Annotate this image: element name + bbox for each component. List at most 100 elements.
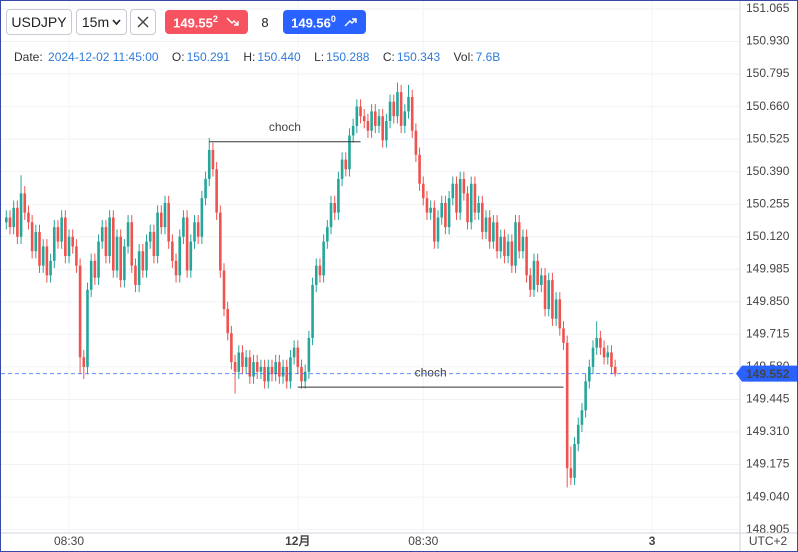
candle-body (506, 241, 510, 257)
candle-body (300, 366, 303, 382)
symbol-field[interactable]: USDJPY (6, 9, 72, 35)
x-tick-label: 12月 (285, 534, 310, 548)
y-tick-label: 149.175 (746, 457, 790, 471)
y-tick-label: 149.040 (746, 489, 790, 503)
candle-body (569, 468, 573, 478)
candle-body (558, 299, 562, 329)
candle-body (536, 260, 539, 285)
candle-body (185, 217, 189, 271)
legend-value: 7.6B (475, 50, 501, 64)
candle-body (163, 203, 167, 228)
candle-body (148, 231, 152, 242)
candle-body (385, 121, 388, 141)
candle-body (333, 203, 337, 213)
candle-body (381, 116, 384, 141)
candle-body (540, 275, 543, 285)
candle-body (34, 231, 38, 252)
candle-body (19, 193, 23, 237)
annotation-label: choch (269, 120, 301, 134)
candle-body (410, 96, 414, 131)
candle-body (528, 275, 532, 290)
candle-body (285, 366, 289, 382)
candle-body (244, 357, 248, 367)
candle-body (278, 362, 281, 377)
y-tick-label: 150.525 (746, 131, 790, 145)
buy-button[interactable]: 149.560 (283, 10, 366, 34)
candle-body (71, 236, 75, 247)
last-price-badge (736, 365, 797, 382)
sell-pip: 2 (212, 13, 218, 24)
candle-body (477, 203, 480, 213)
legend-value: 150.288 (326, 50, 370, 64)
y-tick-label: 148.905 (746, 522, 790, 536)
candle-body (407, 96, 410, 112)
candle-body (466, 193, 469, 223)
candle-body (67, 236, 71, 257)
spread: 8 (253, 10, 277, 34)
candle-body (440, 203, 444, 218)
candle-body (200, 198, 204, 237)
candle-body (510, 241, 514, 266)
candle-body (207, 149, 211, 179)
candle-body (554, 299, 558, 319)
candle-body (307, 337, 311, 372)
legend-label: O: (171, 50, 185, 64)
candle-body (436, 217, 440, 242)
candle-body (86, 289, 89, 367)
candle-body (159, 212, 163, 228)
candle-body (362, 116, 366, 122)
candle-body (595, 337, 598, 348)
candle-body (455, 183, 458, 213)
last-price-label: 149.552 (746, 367, 790, 381)
grid (1, 1, 740, 533)
close-button[interactable] (130, 9, 156, 35)
candle-body (348, 135, 351, 170)
candle-body (75, 246, 78, 266)
candle-body (351, 125, 355, 136)
candle-body (370, 111, 373, 131)
candle-body (263, 366, 266, 382)
candle-body (329, 203, 333, 228)
candle-body (521, 236, 525, 252)
legend-label: L: (314, 50, 325, 64)
candle-body (115, 236, 119, 271)
x-tick-label: 3 (649, 534, 656, 548)
candle-body (100, 227, 104, 242)
candle-body (444, 203, 447, 228)
candle-body (130, 222, 134, 266)
y-tick-label: 150.795 (746, 66, 790, 80)
candle-body (499, 236, 503, 252)
candle-body (525, 236, 528, 276)
candle-body (41, 246, 45, 266)
candle-body (289, 357, 292, 382)
sell-button[interactable]: 149.552 (165, 10, 248, 34)
legend-label: Vol: (453, 50, 474, 64)
legend-value: 150.291 (186, 50, 230, 64)
candle-body (606, 352, 610, 358)
candle-body (473, 183, 477, 213)
candle-body (337, 178, 340, 213)
candle-body (219, 212, 222, 271)
legend-value: 150.440 (257, 50, 301, 64)
candle-body (134, 265, 137, 285)
candle-body (322, 241, 325, 276)
candle-body (303, 371, 307, 382)
candle-body (481, 203, 484, 232)
candle-body (215, 169, 218, 213)
interval-select[interactable]: 15m (76, 9, 127, 35)
candle-body (23, 193, 27, 213)
candle-body (30, 222, 34, 252)
interval: 15m (81, 14, 110, 30)
candle-body (344, 159, 348, 170)
candle-body (359, 106, 362, 117)
candle-body (82, 357, 86, 367)
candle-body (108, 217, 111, 257)
candle-body (565, 342, 569, 469)
candle-body (123, 246, 126, 281)
candle-body (137, 251, 141, 285)
close-icon (137, 16, 149, 28)
candle-body (274, 362, 277, 375)
candle-body (60, 217, 63, 242)
legend-label: C: (382, 50, 395, 64)
